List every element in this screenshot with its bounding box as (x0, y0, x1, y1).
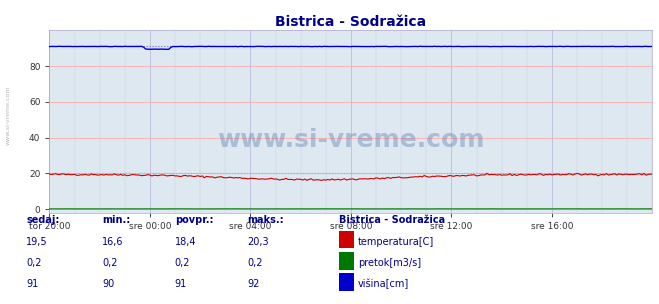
Text: 90: 90 (102, 279, 115, 289)
Text: 0,2: 0,2 (247, 258, 263, 268)
Text: 18,4: 18,4 (175, 237, 196, 247)
Text: višina[cm]: višina[cm] (358, 279, 409, 289)
Text: sedaj:: sedaj: (26, 216, 60, 226)
Text: www.si-vreme.com: www.si-vreme.com (5, 86, 11, 145)
Text: Bistrica - Sodražica: Bistrica - Sodražica (339, 216, 445, 226)
Text: 0,2: 0,2 (26, 258, 42, 268)
Text: pretok[m3/s]: pretok[m3/s] (358, 258, 421, 268)
Text: 19,5: 19,5 (26, 237, 48, 247)
Text: 0,2: 0,2 (102, 258, 118, 268)
Title: Bistrica - Sodražica: Bistrica - Sodražica (275, 15, 426, 29)
Text: 91: 91 (175, 279, 187, 289)
Text: www.si-vreme.com: www.si-vreme.com (217, 128, 484, 152)
Text: maks.:: maks.: (247, 216, 284, 226)
Text: 16,6: 16,6 (102, 237, 124, 247)
Text: 91: 91 (26, 279, 39, 289)
Text: temperatura[C]: temperatura[C] (358, 237, 434, 247)
Text: min.:: min.: (102, 216, 130, 226)
Text: 92: 92 (247, 279, 260, 289)
Text: 20,3: 20,3 (247, 237, 269, 247)
Text: povpr.:: povpr.: (175, 216, 213, 226)
Text: 0,2: 0,2 (175, 258, 190, 268)
